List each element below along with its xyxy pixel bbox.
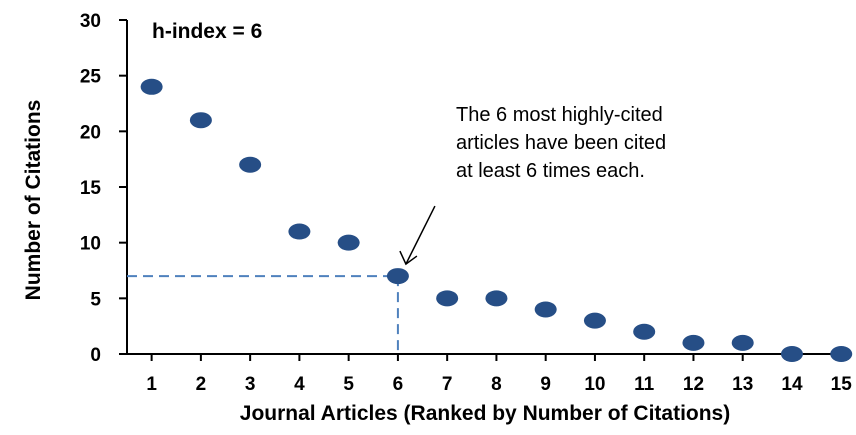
x-tick-label: 10 bbox=[584, 374, 605, 395]
x-tick-label: 15 bbox=[831, 374, 853, 395]
x-tick-label: 3 bbox=[245, 374, 256, 395]
annotation-line-1: The 6 most highly-cited bbox=[456, 104, 663, 126]
y-tick-label: 20 bbox=[80, 122, 101, 143]
data-point bbox=[189, 112, 212, 129]
data-point bbox=[583, 312, 606, 329]
x-tick-label: 5 bbox=[343, 374, 354, 395]
annotation-arrow-head bbox=[399, 250, 418, 266]
y-axis-ticks: 0 5 10 15 20 25 30 bbox=[80, 11, 127, 366]
data-point bbox=[436, 290, 459, 307]
data-point bbox=[288, 223, 311, 240]
data-point bbox=[485, 290, 508, 307]
y-tick-label: 0 bbox=[90, 345, 101, 366]
data-point bbox=[830, 346, 853, 362]
annotation-line-3: at least 6 times each. bbox=[456, 160, 645, 182]
data-point bbox=[633, 323, 656, 340]
annotation-line-2: articles have been cited bbox=[456, 132, 666, 154]
y-tick-label: 30 bbox=[80, 11, 101, 32]
y-tick-label: 25 bbox=[80, 67, 102, 88]
data-point bbox=[731, 334, 754, 351]
data-points bbox=[140, 78, 853, 362]
annotation-arrow bbox=[405, 205, 436, 265]
x-tick-label: 13 bbox=[732, 374, 753, 395]
data-point bbox=[239, 156, 262, 173]
y-axis-title: Number of Citations bbox=[22, 100, 45, 301]
y-tick-label: 15 bbox=[80, 178, 102, 199]
x-tick-label: 1 bbox=[146, 374, 157, 395]
annotation: The 6 most highly-cited articles have be… bbox=[399, 104, 666, 266]
data-point bbox=[780, 346, 803, 362]
h-index-label: h-index = 6 bbox=[152, 20, 262, 43]
x-axis-ticks: 1 2 3 4 5 6 7 8 9 10 11 12 13 14 15 bbox=[146, 354, 852, 395]
x-tick-label: 14 bbox=[781, 374, 803, 395]
x-tick-label: 9 bbox=[540, 374, 551, 395]
x-tick-label: 4 bbox=[294, 374, 305, 395]
x-tick-label: 7 bbox=[442, 374, 453, 395]
y-tick-label: 5 bbox=[90, 289, 101, 310]
data-point bbox=[682, 334, 705, 351]
data-point bbox=[337, 234, 360, 251]
h-index-reference-lines bbox=[127, 275, 399, 354]
x-tick-label: 11 bbox=[634, 374, 655, 395]
y-tick-label: 10 bbox=[80, 234, 101, 255]
x-tick-label: 8 bbox=[491, 374, 502, 395]
data-point bbox=[534, 301, 557, 318]
data-point bbox=[386, 268, 409, 285]
x-tick-label: 6 bbox=[393, 374, 404, 395]
x-tick-label: 2 bbox=[196, 374, 207, 395]
x-axis-title: Journal Articles (Ranked by Number of Ci… bbox=[240, 402, 730, 425]
data-point bbox=[140, 78, 163, 95]
x-tick-label: 12 bbox=[683, 374, 704, 395]
